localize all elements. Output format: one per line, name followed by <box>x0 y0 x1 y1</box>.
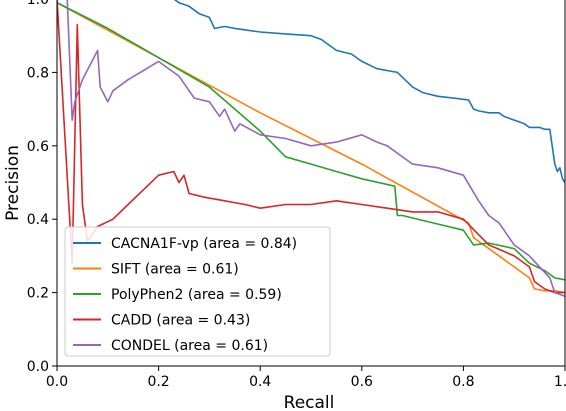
legend: CACNA1F-vp (area = 0.84) SIFT (area = 0.6… <box>64 226 331 357</box>
x-tick-label: 0.2 <box>147 374 169 390</box>
y-tick-label: 0.6 <box>27 139 49 155</box>
series-line-2 <box>57 1 566 294</box>
series-line-4 <box>57 0 565 294</box>
y-tick-label: 0.8 <box>27 65 49 81</box>
x-tick-label: 0.6 <box>351 374 373 390</box>
x-tick-label: 0.4 <box>249 374 271 390</box>
legend-label: CACNA1F-vp (area = 0.84) <box>111 236 297 252</box>
y-tick-label: 0.4 <box>27 212 49 228</box>
legend-label: SIFT (area = 0.61) <box>111 262 239 278</box>
x-tick-label: 1.0 <box>554 374 566 390</box>
x-tick-label: 0.0 <box>46 374 68 390</box>
legend-box <box>64 226 331 357</box>
y-axis-label: Precision <box>3 145 23 221</box>
series-line-5 <box>66 0 566 298</box>
series-line-3 <box>57 1 566 281</box>
y-tick-label: 0.2 <box>27 286 49 302</box>
series-layer <box>57 0 566 298</box>
legend-label: PolyPhen2 (area = 0.59) <box>111 287 282 303</box>
y-axis-ticks: 0.0 0.2 0.4 0.6 0.8 1.0 <box>27 0 57 375</box>
x-tick-label: 0.8 <box>452 374 474 390</box>
x-axis-ticks: 0.0 0.2 0.4 0.6 0.8 1.0 <box>46 366 566 390</box>
y-tick-label: 1.0 <box>27 0 49 8</box>
x-axis-label: Recall <box>284 393 335 411</box>
y-tick-label: 0.0 <box>27 359 49 375</box>
plot-frame <box>56 0 566 367</box>
legend-label: CADD (area = 0.43) <box>111 313 250 329</box>
legend-label: CONDEL (area = 0.61) <box>111 338 268 354</box>
series-line-1 <box>173 0 566 183</box>
